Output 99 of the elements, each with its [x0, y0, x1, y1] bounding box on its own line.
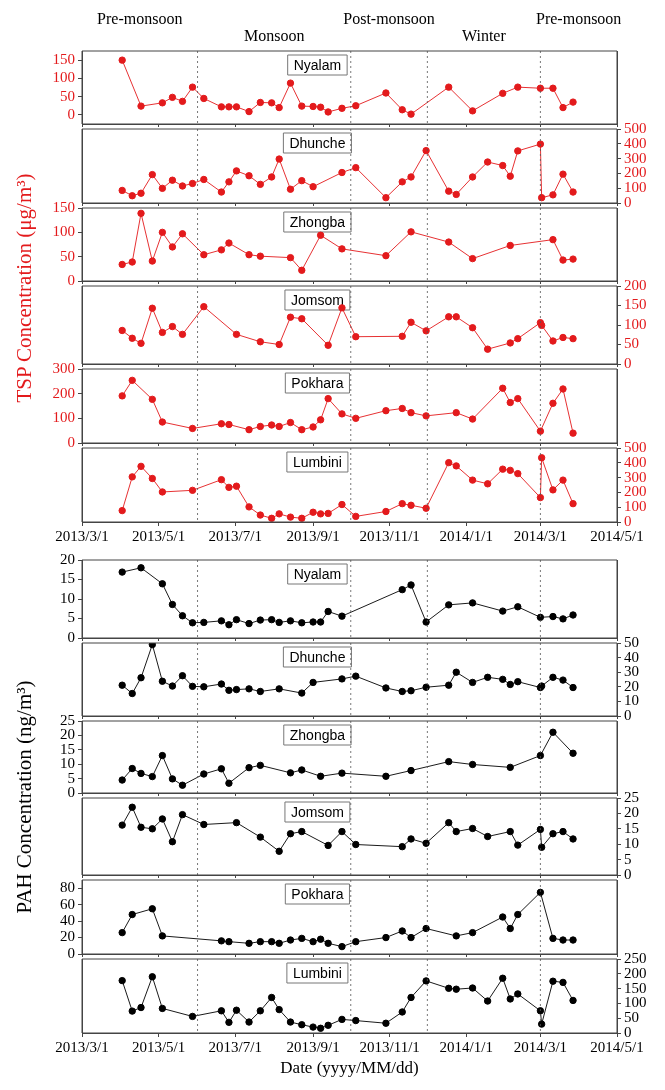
y-tick-label: 300 [52, 359, 75, 376]
y2-tick-label: 100 [624, 994, 647, 1011]
annotation: Jomsom [290, 803, 344, 820]
annotation: Nyalam [293, 565, 342, 582]
y-tick-label: 0 [67, 628, 75, 645]
y2-tick-label: 100 [624, 315, 647, 332]
x-tick-label: 2014/5/1 [590, 1038, 644, 1055]
x-axis-title: Date (yyyy/MM/dd) [280, 1058, 419, 1078]
annotation: Pokhara [291, 885, 344, 902]
x-tick-label: 2013/3/1 [55, 527, 109, 544]
y-tick-label: 0 [67, 944, 75, 961]
y2-tick-label: 250 [624, 949, 647, 966]
y2-tick-label: 500 [624, 119, 647, 136]
y-tick-label: 0 [67, 271, 75, 288]
y2-tick-label: 100 [624, 179, 647, 196]
y-tick-label: 5 [67, 769, 75, 786]
x-tick-label: 2013/5/1 [131, 1038, 186, 1055]
annotation: Pokhara [291, 374, 344, 391]
y-tick-label: 20 [60, 928, 75, 945]
y-tick-label: 50 [60, 247, 75, 264]
y2-tick-label: 400 [624, 134, 647, 151]
annotation: Nyalam [293, 56, 342, 73]
text: Pre-monsoon [97, 10, 183, 28]
text: Pre-monsoon [536, 10, 622, 28]
y-axis-title: TSP Concentration (μg/m³) [11, 173, 37, 403]
y-tick-label: 60 [60, 895, 75, 912]
y2-tick-label: 20 [624, 804, 639, 821]
x-tick-label: 2014/3/1 [513, 527, 568, 544]
annotation: Lumbini [292, 453, 342, 470]
y-tick-label: 20 [60, 726, 75, 743]
y2-tick-label: 20 [624, 677, 639, 694]
x-tick-label: 2013/11/1 [359, 527, 420, 544]
y-tick-label: 40 [60, 912, 75, 929]
y2-tick-label: 0 [624, 354, 632, 371]
y-tick-label: 80 [60, 879, 75, 896]
y-axis-title: PAH Concentration (ng/m³) [11, 680, 37, 914]
x-tick-label: 2013/7/1 [208, 1038, 262, 1055]
annotation: Dhunche [289, 648, 346, 665]
y2-tick-label: 300 [624, 149, 647, 166]
y2-tick-label: 200 [624, 483, 647, 500]
x-tick-label: 2013/5/1 [131, 527, 186, 544]
y-tick-label: 5 [67, 609, 75, 626]
y2-tick-label: 10 [624, 835, 639, 852]
y2-tick-label: 300 [624, 468, 647, 485]
y2-tick-label: 150 [624, 979, 647, 996]
y2-tick-label: 10 [624, 692, 639, 709]
x-tick-label: 2013/11/1 [359, 1038, 420, 1055]
y2-tick-label: 150 [624, 296, 647, 313]
y-tick-label: 15 [60, 740, 75, 757]
x-tick-label: 2013/9/1 [286, 1038, 340, 1055]
x-tick-label: 2013/7/1 [208, 527, 262, 544]
y2-tick-label: 5 [624, 850, 632, 867]
x-tick-label: 2014/1/1 [439, 1038, 493, 1055]
annotation: Zhongba [289, 726, 346, 743]
y2-tick-label: 40 [624, 648, 639, 665]
y2-tick-label: 100 [624, 498, 647, 515]
text: Winter [461, 27, 507, 45]
annotation: Lumbini [292, 964, 342, 981]
y2-tick-label: 200 [624, 164, 647, 181]
y-tick-label: 10 [60, 589, 75, 606]
y2-tick-label: 500 [624, 438, 647, 455]
x-tick-label: 2014/1/1 [439, 527, 493, 544]
y2-tick-label: 200 [624, 276, 647, 293]
y-tick-label: 15 [60, 570, 75, 587]
x-tick-label: 2014/5/1 [590, 527, 644, 544]
y-tick-label: 150 [52, 198, 75, 215]
y-tick-label: 50 [60, 87, 75, 104]
y2-tick-label: 50 [624, 1009, 639, 1026]
annotation: Dhunche [289, 134, 346, 151]
y2-tick-label: 0 [624, 193, 632, 210]
y-tick-label: 150 [52, 51, 75, 68]
text: Post-monsoon [343, 10, 435, 28]
text: Monsoon [243, 27, 305, 45]
y2-tick-label: 0 [624, 706, 632, 723]
y-tick-label: 0 [67, 105, 75, 122]
y-tick-label: 100 [52, 409, 75, 426]
annotation: Zhongba [289, 213, 346, 230]
y-tick-label: 200 [52, 384, 75, 401]
y2-tick-label: 15 [624, 819, 639, 836]
y-tick-label: 10 [60, 755, 75, 772]
x-tick-label: 2013/9/1 [286, 527, 340, 544]
y-tick-label: 100 [52, 223, 75, 240]
y2-tick-label: 400 [624, 453, 647, 470]
y-tick-label: 100 [52, 69, 75, 86]
y2-tick-label: 0 [624, 865, 632, 882]
x-tick-label: 2014/3/1 [513, 1038, 568, 1055]
y2-tick-label: 25 [624, 788, 639, 805]
y2-tick-label: 50 [624, 633, 639, 650]
y2-tick-label: 50 [624, 335, 639, 352]
y2-tick-label: 0 [624, 512, 632, 529]
annotation: Jomsom [290, 291, 344, 308]
y-tick-label: 20 [60, 550, 75, 567]
x-tick-label: 2013/3/1 [55, 1038, 109, 1055]
y2-tick-label: 200 [624, 964, 647, 981]
y-tick-label: 0 [67, 433, 75, 450]
y-tick-label: 0 [67, 783, 75, 800]
y-tick-label: 25 [60, 711, 75, 728]
y2-tick-label: 0 [624, 1023, 632, 1040]
y2-tick-label: 30 [624, 663, 639, 680]
